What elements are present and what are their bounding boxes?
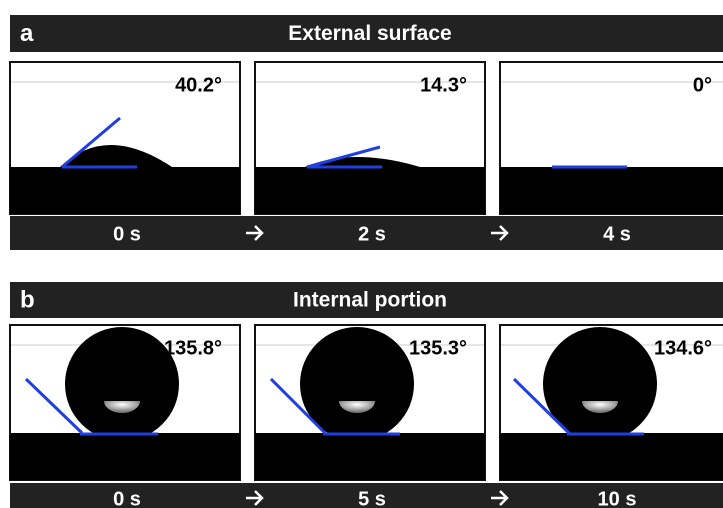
substrate <box>500 433 723 480</box>
time-label: 2 s <box>358 223 386 245</box>
page: {"panels": [ {"label": "a", "title": "Ex… <box>0 0 723 508</box>
contact-angle: 0° <box>693 74 712 96</box>
frame: 135.3° <box>255 325 485 480</box>
time-label: 10 s <box>598 488 637 508</box>
frame: 134.6° <box>500 325 723 480</box>
frame: 14.3° <box>255 62 485 214</box>
substrate <box>255 433 485 480</box>
time-label: 0 s <box>113 223 141 245</box>
substrate <box>10 167 240 214</box>
contact-angle: 14.3° <box>420 74 467 96</box>
panel-title: Internal portion <box>293 289 447 312</box>
contact-angle: 135.3° <box>409 337 467 359</box>
panel-label: b <box>20 286 35 313</box>
substrate <box>255 167 485 214</box>
contact-angle: 40.2° <box>175 74 222 96</box>
droplet <box>65 327 179 441</box>
panel-title: External surface <box>288 22 451 45</box>
time-label: 4 s <box>603 223 631 245</box>
substrate <box>500 167 723 214</box>
figure: a External surface 40.2° 0 s 14.3° 2 s 0° 4 s b I… <box>0 0 723 508</box>
contact-angle: 135.8° <box>164 337 222 359</box>
panel-label: a <box>20 20 34 47</box>
frame: 0° <box>500 62 723 214</box>
contact-angle: 134.6° <box>654 337 712 359</box>
frame: 40.2° <box>10 62 240 214</box>
time-label: 5 s <box>358 488 386 508</box>
frame: 135.8° <box>10 325 240 480</box>
time-label: 0 s <box>113 488 141 508</box>
